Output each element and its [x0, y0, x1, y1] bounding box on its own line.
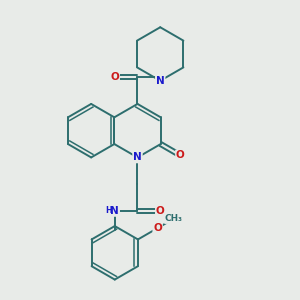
Text: O: O — [176, 150, 185, 161]
Text: CH₃: CH₃ — [165, 214, 183, 223]
Text: N: N — [133, 152, 142, 162]
Text: O: O — [156, 206, 165, 216]
Text: O: O — [153, 223, 162, 233]
Text: N: N — [110, 206, 119, 216]
Text: H: H — [105, 206, 112, 215]
Text: O: O — [110, 72, 119, 82]
Text: N: N — [156, 76, 165, 86]
